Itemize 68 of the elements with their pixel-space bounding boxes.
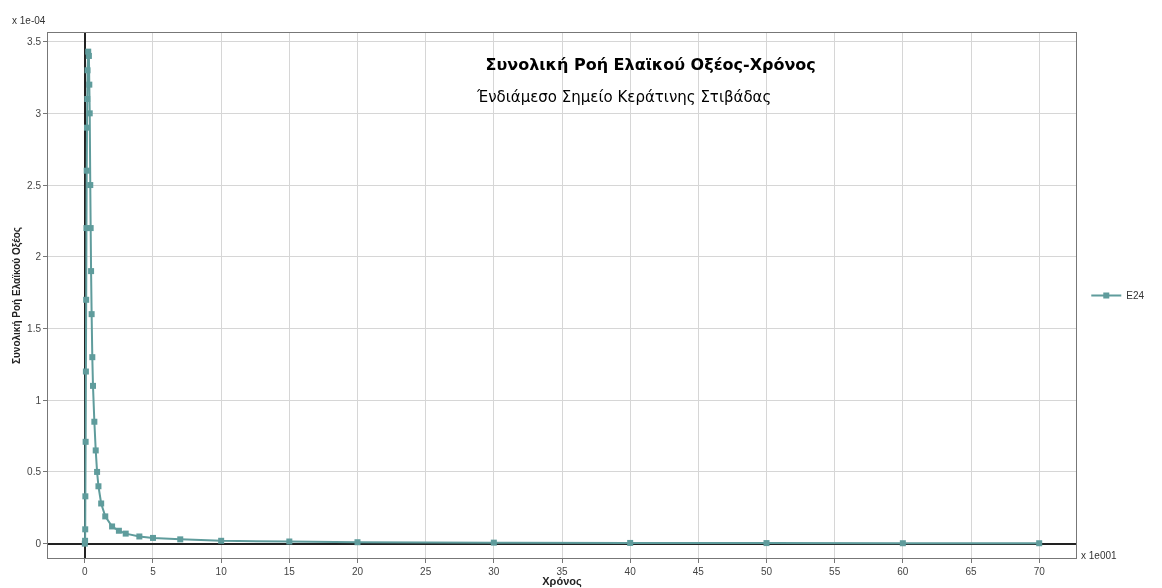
x-tick-label: 50 [760,566,773,577]
x-tick-label: 40 [624,566,637,577]
point [89,382,96,389]
x-tick-label: 15 [283,566,296,577]
point [149,534,156,541]
legend-label: E24 [1126,290,1145,302]
y-tick-label: 2.5 [27,179,42,191]
point [1036,540,1043,547]
x-tick-label: 60 [897,566,909,577]
point [94,468,101,475]
text: Συνολική Ροή Ελαϊκού Οξέος-Χρόνος [485,55,816,74]
y-tick-label: 3 [35,107,42,119]
point [115,527,122,534]
point [177,536,184,543]
point [354,539,361,546]
point [83,296,90,303]
point [82,493,89,500]
point [83,167,90,174]
point [82,368,89,375]
point [899,540,906,547]
y-tick-label: 0 [35,538,42,550]
point [122,530,129,537]
x-axis-title: Χρόνος [542,575,582,588]
point [84,95,91,102]
point [91,418,98,425]
point [92,447,99,454]
point [83,124,90,131]
x-tick-label: 70 [1033,566,1046,577]
x-tick-label: 65 [965,566,978,577]
x-tick-label: 5 [150,566,157,577]
point [87,225,94,232]
point [490,539,497,546]
x-tick-label: 35 [556,566,568,577]
point [109,523,116,530]
point [627,539,634,546]
text: Ένδιάμεσο Σημείο Κεράτινης Στιβάδας [476,88,772,106]
x-tick-label: 55 [829,566,841,577]
point [286,538,293,545]
y-tick-label: 2 [35,251,42,263]
x-tick-label: 20 [351,566,364,577]
point [87,182,94,189]
x-tick-label: 45 [692,566,705,577]
point [95,483,102,490]
x-tick-label: 30 [488,566,500,577]
x-tick-label: 25 [420,566,432,577]
x-tick-label: 10 [215,566,228,577]
text: x 1e-04 [12,15,46,26]
point [82,526,89,533]
x-tick-label: 0 [82,566,89,577]
y-tick-label: 1 [35,394,42,406]
y-axis-title: Συνολική Ροή Ελαϊκού Οξέος [11,227,24,364]
point [86,110,93,117]
y-tick-label: 3.5 [27,36,42,48]
text: x 1e001 [1081,550,1118,561]
y-tick-label: 1.5 [27,322,42,334]
point [218,537,225,544]
point [136,533,143,540]
point [102,513,109,520]
point [763,540,770,547]
point [98,500,105,507]
point [89,354,96,361]
point [88,311,95,318]
point [85,52,92,59]
point [86,81,93,88]
y-tick-label: 0.5 [27,466,42,478]
point [84,67,91,74]
point [82,438,89,445]
point [88,268,95,275]
